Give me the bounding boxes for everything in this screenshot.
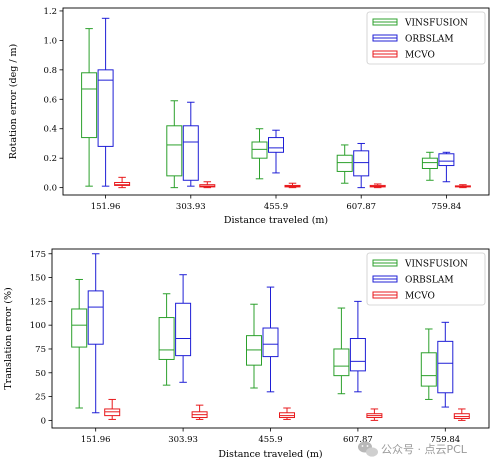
legend-label: ORBSLAM	[405, 275, 454, 285]
box-body	[268, 137, 284, 153]
box-vinsfusion	[246, 303, 262, 389]
x-axis-title: Distance traveled (m)	[224, 215, 328, 226]
box-body	[114, 181, 131, 186]
legend: VINSFUSION ORBSLAM MCVO	[366, 11, 486, 65]
box-orbslam	[438, 151, 455, 183]
watermark-text: 公众号 · 点云PCL	[381, 443, 468, 456]
box-mcvo	[104, 398, 121, 420]
y-tick-label: 150	[30, 274, 46, 284]
y-tick-label: 75	[35, 345, 46, 355]
box-body	[336, 154, 353, 172]
box-body	[81, 72, 98, 139]
wechat-icon	[358, 441, 378, 457]
box-orbslam	[87, 253, 104, 414]
box-body	[71, 308, 88, 348]
box-vinsfusion	[421, 151, 438, 181]
y-tick-label: 125	[30, 297, 46, 307]
legend-label: VINSFUSION	[404, 259, 468, 269]
box-orbslam	[175, 274, 192, 383]
box-orbslam	[182, 101, 199, 187]
watermark: 公众号 · 点云PCL	[358, 441, 468, 457]
y-tick-label: 0.4	[43, 125, 57, 135]
x-tick-label: 151.96	[81, 435, 111, 445]
legend-label: MCVO	[405, 291, 435, 301]
y-tick-label: 1.0	[43, 36, 57, 46]
x-tick-label: 455.9	[258, 435, 282, 445]
x-tick-label: 303.93	[168, 435, 198, 445]
box-vinsfusion	[251, 128, 268, 180]
box-mcvo	[191, 404, 208, 420]
y-tick-label: 175	[30, 250, 46, 260]
box-body	[158, 317, 175, 360]
box-vinsfusion	[333, 307, 350, 395]
box-vinsfusion	[166, 100, 183, 189]
box-vinsfusion	[336, 144, 353, 184]
box-body	[353, 150, 370, 177]
box-mcvo	[369, 183, 386, 189]
x-tick-label: 455.9	[264, 202, 288, 212]
box-mcvo	[366, 408, 383, 421]
box-body	[251, 141, 268, 159]
box-body	[262, 327, 279, 358]
box-mcvo	[284, 182, 301, 189]
box-body	[166, 125, 183, 177]
box-body	[333, 348, 350, 377]
box-body	[420, 352, 437, 387]
y-tick-label: 0.0	[43, 184, 57, 194]
y-tick-label: 1.2	[43, 7, 57, 17]
box-mcvo	[279, 407, 295, 420]
box-body	[87, 290, 104, 345]
box-body	[97, 69, 114, 147]
y-tick-label: 25	[35, 393, 46, 403]
box-body	[437, 340, 454, 394]
legend-label: MCVO	[405, 50, 435, 60]
rotation-error-chart: 0.0 0.2 0.4 0.6 0.8 1.0 1.2 151.96 303.93 455.9 60…	[8, 7, 490, 226]
box-mcvo	[454, 184, 471, 189]
y-tick-label: 100	[30, 321, 46, 331]
y-axis-title: Rotation error (deg / m)	[8, 44, 19, 160]
box-vinsfusion	[420, 328, 437, 400]
y-tick-label: 0	[41, 416, 46, 426]
box-vinsfusion	[81, 28, 98, 187]
box-vinsfusion	[71, 278, 88, 409]
box-body	[349, 338, 366, 372]
box-mcvo	[199, 181, 216, 189]
x-tick-label: 151.96	[91, 202, 121, 212]
box-body	[175, 302, 192, 357]
x-tick-label: 759.84	[430, 435, 460, 445]
y-tick-label: 0.8	[43, 66, 57, 76]
box-orbslam	[437, 321, 454, 408]
box-mcvo	[114, 176, 131, 189]
box-vinsfusion	[158, 293, 175, 386]
x-tick-label: 607.87	[343, 435, 373, 445]
y-tick-label: 0.6	[43, 95, 57, 105]
legend: VINSFUSION ORBSLAM MCVO	[366, 252, 486, 306]
box-orbslam	[353, 142, 370, 189]
y-axis-title: Translation error (%)	[3, 287, 14, 389]
legend-label: ORBSLAM	[405, 34, 454, 44]
box-body	[438, 153, 455, 167]
box-orbslam	[349, 300, 366, 393]
translation-error-chart: 0 25 50 75 100 125 150 175 151.96 303.93 455.9 607.…	[3, 248, 490, 460]
x-axis-title: Distance traveled (m)	[218, 449, 322, 460]
y-tick-label: 50	[35, 369, 46, 379]
box-body	[182, 125, 199, 181]
legend-label: VINSFUSION	[404, 18, 468, 28]
x-tick-label: 607.87	[346, 202, 376, 212]
box-orbslam	[97, 17, 114, 187]
box-body	[421, 157, 438, 169]
box-orbslam	[262, 286, 279, 393]
x-tick-label: 759.84	[432, 202, 462, 212]
box-mcvo	[453, 408, 470, 421]
x-tick-label: 303.93	[176, 202, 206, 212]
box-orbslam	[268, 129, 284, 174]
y-tick-label: 0.2	[43, 154, 57, 164]
